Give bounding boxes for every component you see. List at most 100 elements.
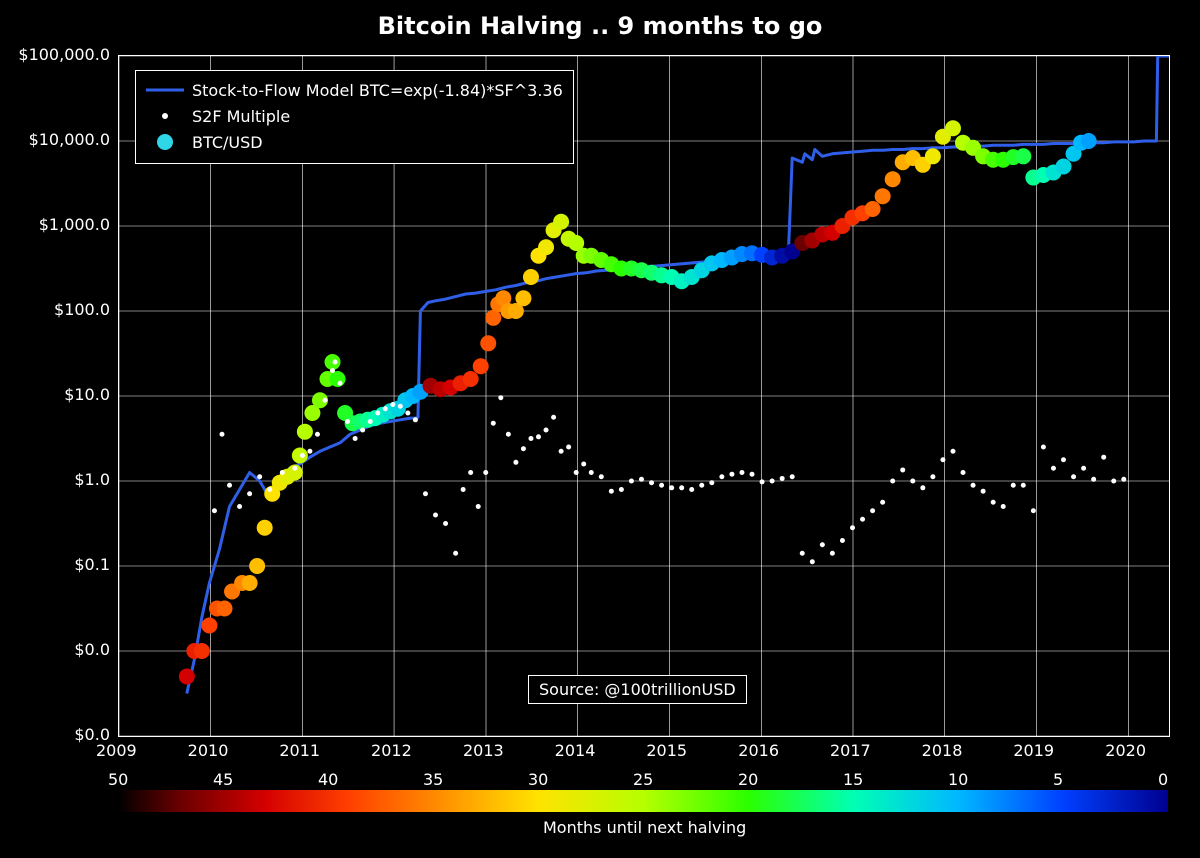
y-tick-label: $0.0 [10,725,110,744]
legend: Stock-to-Flow Model BTC=exp(-1.84)*SF^3.… [135,70,574,164]
s2f-multiple-point [961,470,966,475]
colorbar-tick-label: 5 [1053,770,1063,789]
s2f-multiple-point [330,368,335,373]
legend-swatch [146,80,184,100]
s2f-multiple-point [609,489,614,494]
s2f-multiple-point [544,428,549,433]
s2f-multiple-point [237,504,242,509]
colorbar-tick-label: 35 [423,770,443,789]
s2f-multiple-point [709,480,714,485]
x-tick-label: 2011 [279,741,320,760]
s2f-multiple-point [528,436,533,441]
s2f-multiple-point [699,483,704,488]
y-tick-label: $100.0 [10,300,110,319]
btc-usd-point [179,669,195,685]
s2f-multiple-point [1021,483,1026,488]
s2f-multiple-point [247,491,252,496]
s2f-multiple-point [1121,477,1126,482]
s2f-multiple-point [292,466,297,471]
s2f-multiple-point [940,457,945,462]
s2f-multiple-point [353,436,358,441]
s2f-multiple-point [991,500,996,505]
s2f-multiple-point [368,419,373,424]
colorbar-tick-label: 25 [633,770,653,789]
btc-usd-point [875,188,891,204]
s2f-multiple-point [551,415,556,420]
s2f-multiple-point [679,485,684,490]
s2f-multiple-point [413,417,418,422]
btc-usd-point [515,290,531,306]
s2f-multiple-point [669,485,674,490]
btc-usd-point [473,358,489,374]
s2f-multiple-point [322,398,327,403]
y-tick-label: $1.0 [10,470,110,489]
x-tick-label: 2017 [830,741,871,760]
s2f-multiple-point [971,483,976,488]
s2f-multiple-point [689,487,694,492]
btc-usd-point [463,371,479,387]
btc-usd-point [485,310,501,326]
legend-label: Stock-to-Flow Model BTC=exp(-1.84)*SF^3.… [192,81,563,100]
s2f-multiple-point [1061,457,1066,462]
s2f-multiple-point [574,470,579,475]
s2f-multiple-point [629,479,634,484]
s2f-multiple-point [649,480,654,485]
x-tick-label: 2016 [738,741,779,760]
s2f-multiple-point [300,453,305,458]
s2f-multiple-point [483,470,488,475]
s2f-multiple-point [468,470,473,475]
s2f-multiple-point [521,446,526,451]
btc-usd-point [201,618,217,634]
s2f-multiple-point [1071,474,1076,479]
x-tick-label: 2012 [371,741,412,760]
s2f-multiple-point [870,508,875,513]
s2f-multiple-point [739,470,744,475]
btc-usd-point [1015,148,1031,164]
btc-usd-point [885,171,901,187]
s2f-multiple-point [498,395,503,400]
s2f-multiple-point [219,432,224,437]
s2f-multiple-point [890,479,895,484]
s2f-multiple-point [536,434,541,439]
btc-usd-point [523,269,539,285]
s2f-multiple-point [390,402,395,407]
s2f-multiple-point [930,474,935,479]
legend-item: Stock-to-Flow Model BTC=exp(-1.84)*SF^3.… [146,77,563,103]
s2f-multiple-point [770,479,775,484]
s2f-multiple-point [810,559,815,564]
legend-item: BTC/USD [146,129,563,155]
s2f-multiple-point [476,504,481,509]
s2f-multiple-point [820,542,825,547]
y-tick-label: $1,000.0 [10,215,110,234]
btc-usd-point [257,520,273,536]
s2f-multiple-point [559,449,564,454]
colorbar-tick-label: 15 [843,770,863,789]
btc-usd-point [480,335,496,351]
legend-item: S2F Multiple [146,103,563,129]
s2f-multiple-point [345,419,350,424]
y-tick-label: $10.0 [10,385,110,404]
x-tick-label: 2020 [1105,741,1146,760]
s2f-multiple-point [360,428,365,433]
s2f-multiple-point [513,460,518,465]
btc-usd-point [553,214,569,230]
x-tick-label: 2018 [922,741,963,760]
s2f-multiple-point [280,470,285,475]
s2f-multiple-point [800,551,805,556]
colorbar-tick-label: 10 [948,770,968,789]
s2f-multiple-point [267,487,272,492]
s2f-multiple-point [729,472,734,477]
s2f-multiple-point [491,421,496,426]
s2f-multiple-point [790,474,795,479]
source-attribution: Source: @100trillionUSD [528,675,747,704]
s2f-multiple-point [433,513,438,518]
s2f-multiple-point [659,483,664,488]
s2f-multiple-point [1101,455,1106,460]
x-tick-label: 2013 [463,741,504,760]
s2f-multiple-point [443,521,448,526]
s2f-multiple-point [981,489,986,494]
s2f-multiple-point [1111,479,1116,484]
s2f-multiple-point [566,445,571,450]
s2f-multiple-point [760,479,765,484]
s2f-multiple-point [860,517,865,522]
